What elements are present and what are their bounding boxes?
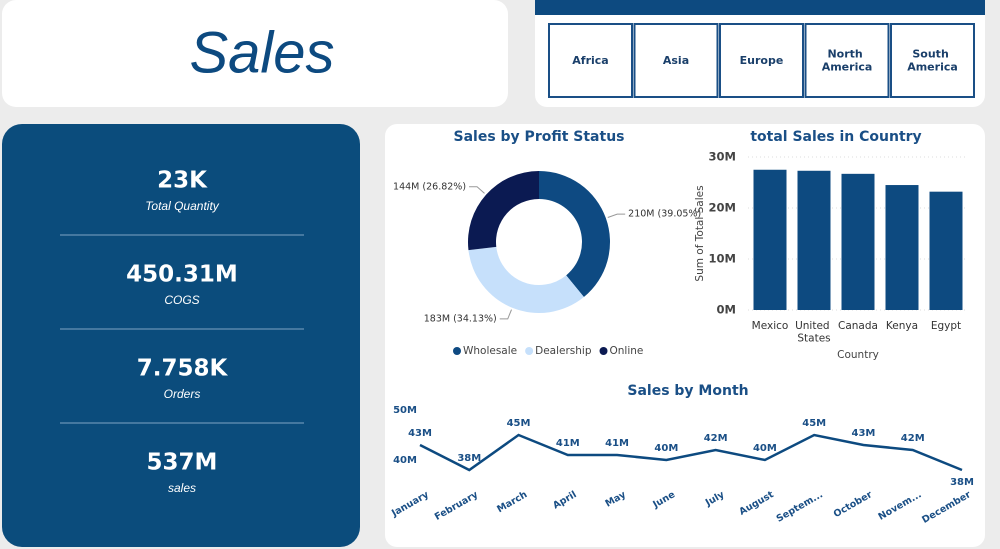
kpi-card xyxy=(2,124,360,547)
bar xyxy=(885,185,919,310)
region-button-label: North America xyxy=(822,47,873,73)
region-slicer: Africa Asia Europe North America South Ameri… xyxy=(548,23,975,98)
legend-marker xyxy=(599,347,608,355)
region-button-label: Africa xyxy=(572,54,608,67)
region-button[interactable]: Asia xyxy=(633,23,719,98)
kpi-value: 450.31M xyxy=(126,262,238,288)
legend-label: Wholesale xyxy=(463,345,517,357)
region-panel-bar xyxy=(535,0,985,15)
legend-label: Dealership xyxy=(535,345,592,357)
data-label: 38M xyxy=(950,477,974,488)
region-button[interactable]: Africa xyxy=(548,23,633,98)
kpi-label: Orders xyxy=(164,387,201,401)
line xyxy=(419,433,963,472)
donut-segment xyxy=(468,171,539,251)
data-label: 42M xyxy=(901,433,925,444)
region-button-box xyxy=(633,23,719,98)
y-axis-label: Sum of Total Sales xyxy=(694,185,706,281)
y-tick-label: 40M xyxy=(393,455,417,466)
data-label: 42M xyxy=(704,433,728,444)
data-label: 210M (39.05%) xyxy=(628,209,701,220)
x-tick-label: Kenya xyxy=(886,320,918,332)
legend-label: Online xyxy=(610,345,644,357)
chart-title: Sales by Month xyxy=(627,383,748,399)
donut-segment xyxy=(539,171,610,298)
kpi-value: 23K xyxy=(157,168,208,194)
kpi-label: sales xyxy=(168,481,196,495)
bar xyxy=(753,169,787,310)
x-tick-label: Egypt xyxy=(931,320,961,332)
data-label: 41M xyxy=(605,438,629,449)
donut-segment xyxy=(468,246,584,313)
title-card xyxy=(2,0,508,107)
region-button-box xyxy=(548,23,633,98)
data-label: 40M xyxy=(654,443,678,454)
bar xyxy=(841,173,875,310)
x-tick-label: Mexico xyxy=(752,320,789,332)
region-button-box xyxy=(719,23,804,98)
dashboard-title: Sales xyxy=(189,20,334,85)
region-button[interactable]: Europe xyxy=(719,23,804,98)
leader-line xyxy=(469,186,485,194)
data-label: 144M (26.82%) xyxy=(393,181,466,192)
y-tick-label: 0M xyxy=(717,303,736,317)
region-button-label: South America xyxy=(907,47,958,73)
legend-marker xyxy=(453,347,461,355)
x-tick-label: Canada xyxy=(838,320,878,332)
data-label: 43M xyxy=(408,428,432,439)
x-axis-label: Country xyxy=(837,349,879,361)
region-button-box xyxy=(804,23,890,98)
region-button[interactable]: North America xyxy=(804,23,890,98)
y-tick-label: 50M xyxy=(393,405,417,416)
bar xyxy=(797,170,831,310)
y-tick-label: 10M xyxy=(709,252,736,266)
leader-line xyxy=(607,213,626,218)
kpi-label: COGS xyxy=(164,293,199,307)
data-label: 45M xyxy=(507,418,531,429)
kpi-list: 23K Total Quantity 450.31M COGS 7.758K Orders… xyxy=(60,168,304,495)
region-button-label: Asia xyxy=(663,54,689,67)
data-label: 38M xyxy=(457,453,481,464)
y-tick-label: 30M xyxy=(709,150,736,164)
region-button-box xyxy=(890,23,975,98)
chart-title: total Sales in Country xyxy=(750,129,921,145)
kpi-label: Total Quantity xyxy=(145,199,220,213)
region-button-label: Europe xyxy=(740,54,784,67)
y-tick-label: 20M xyxy=(709,201,736,215)
data-label: 41M xyxy=(556,438,580,449)
region-button[interactable]: South America xyxy=(890,23,975,98)
x-tick-label: United States xyxy=(795,320,833,345)
kpi-value: 7.758K xyxy=(137,356,229,382)
kpi-value: 537M xyxy=(147,450,218,476)
chart-title: Sales by Profit Status xyxy=(454,129,625,145)
legend-marker xyxy=(525,347,534,355)
data-label: 183M (34.13%) xyxy=(424,313,497,324)
data-label: 40M xyxy=(753,443,777,454)
data-label: 45M xyxy=(802,418,826,429)
leader-line xyxy=(499,309,512,320)
data-label: 43M xyxy=(852,428,876,439)
bar xyxy=(929,191,963,310)
